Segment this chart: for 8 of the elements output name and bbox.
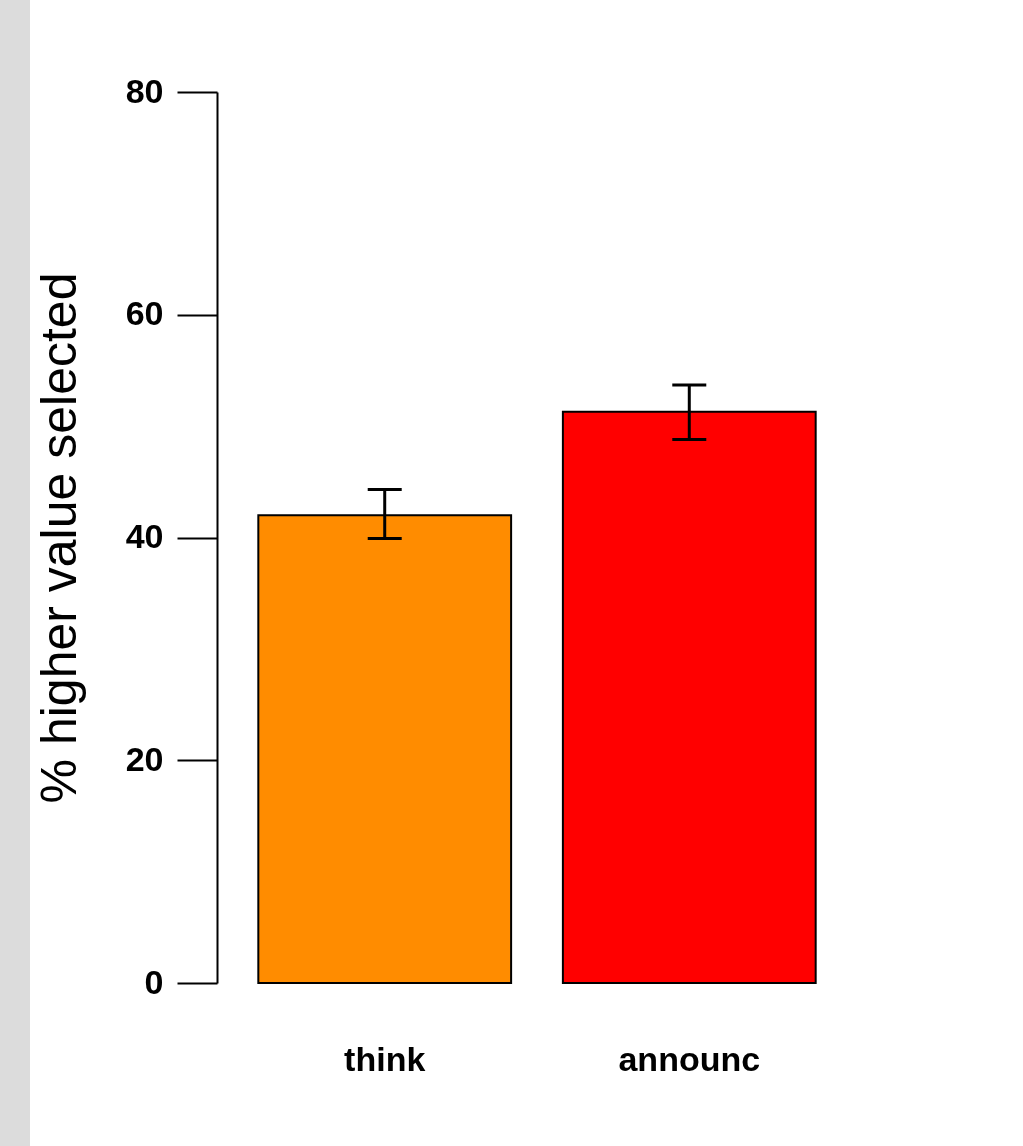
y-axis-title: % higher value selected: [30, 272, 87, 804]
x-tick-label: announc: [618, 1039, 761, 1078]
y-tick-label: 20: [125, 739, 164, 778]
y-tick-label: 80: [125, 71, 164, 110]
x-tick-label: think: [344, 1039, 426, 1078]
y-tick-label: 60: [125, 294, 164, 333]
y-tick-label: 40: [125, 517, 164, 555]
y-tick-label: 0: [144, 962, 164, 1001]
